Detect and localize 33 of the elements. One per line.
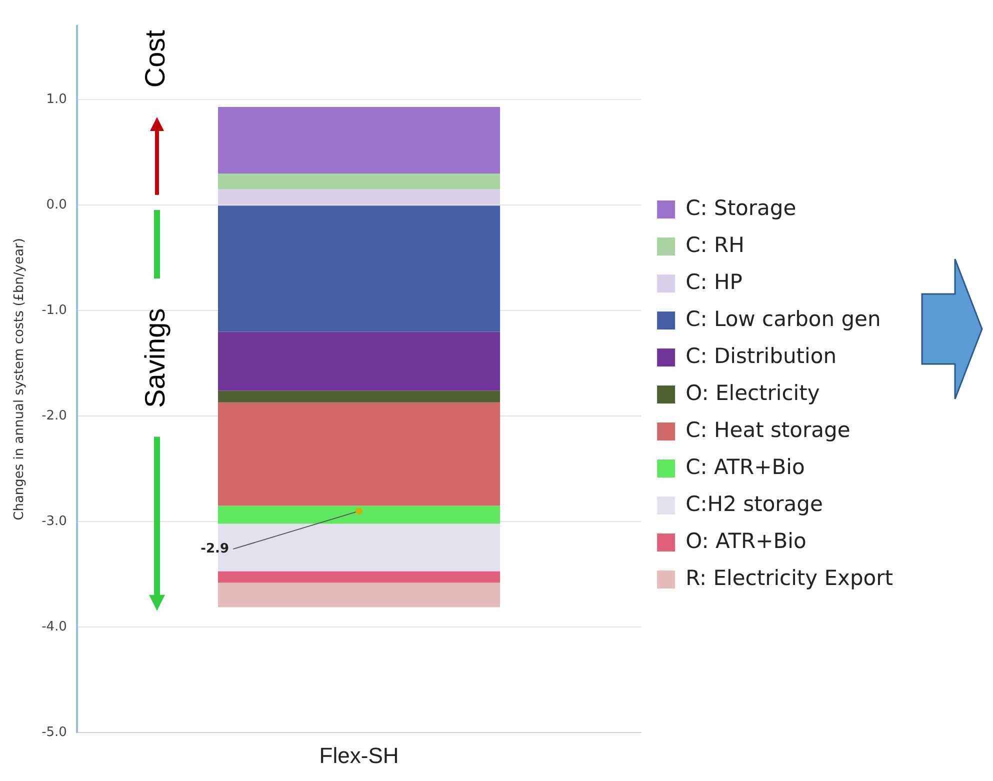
legend-label: O: Electricity [686,380,820,405]
bar [218,390,500,402]
y-tick-label: -2.0 [42,408,67,424]
bar [218,206,500,332]
legend-label: C: Low carbon gen [686,306,881,331]
bar [218,332,500,391]
legend-label: C: Storage [686,196,796,220]
legend-label: C:H2 storage [686,492,823,516]
y-tick-label: -1.0 [42,303,67,318]
bar [218,173,500,190]
legend-label: R: Electricity Export [686,566,894,590]
legend-label: C: Heat storage [686,418,850,442]
annotation: -2.9 [200,541,230,556]
y-tick-label: -5.0 [42,724,67,740]
bar [218,506,500,524]
bar [218,571,500,583]
y-tick-label: 0.0 [46,198,67,213]
legend-label: C: ATR+Bio [686,454,805,479]
bar [218,582,500,608]
y-tick-label: 1.0 [46,92,67,108]
y-tick-label: -3.0 [42,514,67,529]
legend-label: O: ATR+Bio [686,528,806,553]
legend-label: C: HP [686,270,742,294]
x-tick-label: Flex-SH [319,742,399,768]
annotation: Savings [140,308,171,408]
bar [218,189,500,205]
y-tick-label: -4.0 [42,619,67,634]
annotation: Cost [140,30,171,88]
bar [218,107,500,174]
legend-label: C: RH [686,232,744,257]
y-axis-title: Changes in annual system costs (£bn/year) [12,238,28,520]
bar [218,402,500,506]
legend-label: C: Distribution [686,344,837,368]
